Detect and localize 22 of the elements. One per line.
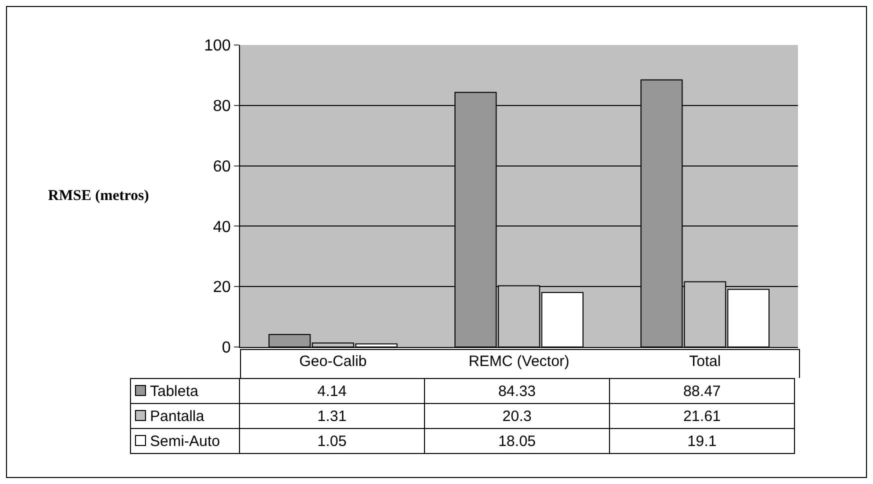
y-tick-label: 60 xyxy=(213,158,231,176)
data-label: 19.1 xyxy=(610,428,794,454)
y-axis-title: RMSE (metros) xyxy=(48,188,149,204)
data-label: 1.05 xyxy=(240,428,424,454)
data-label: 4.14 xyxy=(240,378,424,404)
y-tick-label: 20 xyxy=(213,279,231,296)
y-tick-label: 0 xyxy=(222,340,231,357)
legend-label: Semi-Auto xyxy=(130,428,240,454)
y-tick-label: 40 xyxy=(213,218,231,236)
legend-label: Tableta xyxy=(130,378,240,404)
data-label: 84.33 xyxy=(424,378,610,404)
legend-label: Pantalla xyxy=(130,404,240,428)
data-label: 21.61 xyxy=(610,404,794,428)
x-tick-label: Geo-Calib xyxy=(299,353,367,370)
data-label: 18.05 xyxy=(424,428,610,454)
x-tick-label: Total xyxy=(689,353,721,370)
data-label: 88.47 xyxy=(610,378,794,404)
data-label: 1.31 xyxy=(240,404,424,428)
y-tick-label: 80 xyxy=(213,98,231,115)
data-label: 20.3 xyxy=(424,404,610,428)
x-tick-label: REMC (Vector) xyxy=(468,353,570,370)
y-tick-label: 100 xyxy=(204,38,231,55)
